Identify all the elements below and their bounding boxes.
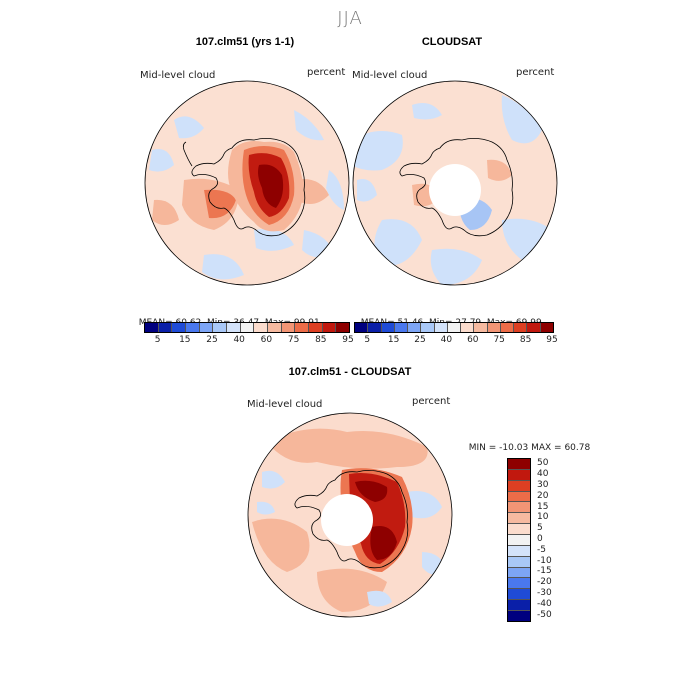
obs-colorbar-tick-label: 60 — [467, 335, 479, 345]
obs-colorbar-cell — [394, 323, 409, 332]
diff-colorbar-tick-label: -20 — [537, 577, 552, 588]
model-colorbar-cell — [172, 323, 187, 332]
diff-colorbar-cell — [508, 480, 530, 492]
obs-colorbar-tick-label: 40 — [440, 335, 453, 345]
model-panel-title: 107.clm51 (yrs 1-1) — [195, 36, 295, 48]
diff-colorbar-cell — [508, 600, 530, 612]
diff-colorbar-tick-label: -15 — [537, 566, 552, 577]
obs-polar-map — [352, 80, 558, 286]
obs-colorbar-cell — [408, 323, 422, 332]
obs-units-label: percent — [516, 67, 555, 78]
model-colorbar-cell — [322, 323, 337, 332]
diff-colorbar-tick-label: 50 — [537, 458, 549, 469]
obs-colorbar-tick-label: 15 — [387, 335, 400, 345]
season-title: JJA — [337, 8, 363, 29]
model-colorbar-cell — [281, 323, 296, 332]
model-colorbar-tick-label: 15 — [179, 335, 191, 345]
obs-colorbar-ticks: 5 15 25 40 60 75 85 95 — [354, 335, 557, 347]
obs-colorbar — [354, 322, 554, 333]
diff-colorbar-tick-label: 5 — [537, 523, 543, 534]
obs-colorbar-tick-label: 95 — [546, 335, 558, 345]
diff-colorbar-tick-label: -40 — [537, 598, 552, 609]
obs-colorbar-cell — [487, 323, 501, 332]
diff-colorbar-tick-label: -5 — [537, 544, 546, 555]
diff-colorbar-ticks: 50 40 30 20 15 10 5 0 -5 -10 -15 -20 -30 -40 -50 — [537, 458, 577, 620]
obs-colorbar-cell — [447, 323, 462, 332]
model-polar-map — [144, 80, 350, 286]
diff-colorbar-cell — [508, 535, 530, 546]
model-colorbar-tick-label: 75 — [287, 335, 300, 345]
obs-colorbar-cell — [514, 323, 528, 332]
model-colorbar-tick-label: 40 — [233, 335, 245, 345]
diff-colorbar-cell — [508, 545, 530, 557]
diff-colorbar-tick-label: 20 — [537, 490, 549, 501]
diff-colorbar-tick-label: -10 — [537, 555, 552, 566]
model-colorbar — [144, 322, 350, 333]
diff-colorbar-cell — [508, 524, 530, 536]
obs-variable-label: Mid-level cloud — [352, 70, 428, 81]
diff-colorbar-cell — [508, 469, 530, 481]
model-colorbar-tick-label: 95 — [342, 335, 354, 345]
obs-colorbar-cell — [421, 323, 435, 332]
obs-colorbar-tick-label: 75 — [493, 335, 505, 345]
diff-colorbar-cell — [508, 578, 530, 590]
diff-colorbar-cell — [508, 459, 530, 470]
model-colorbar-cell — [254, 323, 269, 332]
diff-max-value: 60.78 — [564, 443, 591, 453]
diff-colorbar-tick-label: 15 — [537, 501, 549, 512]
model-colorbar-cell — [309, 323, 323, 332]
diff-colorbar-tick-label: -50 — [537, 609, 552, 620]
diff-variable-label: Mid-level cloud — [247, 399, 323, 410]
diff-colorbar-tick-label: 0 — [537, 534, 543, 544]
obs-colorbar-tick-label: 85 — [519, 335, 532, 345]
diff-colorbar — [507, 458, 531, 622]
diff-colorbar-tick-label: 30 — [537, 480, 549, 490]
diff-colorbar-cell — [508, 611, 530, 621]
model-colorbar-cell — [336, 323, 350, 332]
model-colorbar-cell — [186, 323, 200, 332]
model-colorbar-tick-label: 60 — [260, 335, 273, 345]
model-colorbar-ticks: 5 15 25 40 60 75 85 95 — [144, 335, 354, 347]
diff-colorbar-cell — [508, 502, 530, 514]
model-colorbar-cell — [158, 323, 173, 332]
model-colorbar-cell — [145, 323, 159, 332]
diff-colorbar-tick-label: -30 — [537, 588, 552, 598]
diff-colorbar-cell — [508, 513, 530, 525]
obs-colorbar-cell — [381, 323, 395, 332]
diff-min-prefix: MIN = — [468, 443, 497, 453]
diff-units-label: percent — [412, 396, 451, 407]
model-colorbar-cell — [199, 323, 214, 332]
diff-colorbar-cell — [508, 491, 530, 503]
obs-panel-title: CLOUDSAT — [421, 36, 483, 48]
obs-colorbar-cell — [355, 323, 369, 332]
obs-colorbar-tick-label: 25 — [414, 335, 426, 345]
diff-colorbar-cell — [508, 567, 530, 579]
diff-panel-title: 107.clm51 - CLOUDSAT — [288, 366, 412, 378]
obs-colorbar-cell — [474, 323, 488, 332]
obs-colorbar-cell — [527, 323, 541, 332]
obs-colorbar-cell — [500, 323, 515, 332]
obs-colorbar-cell — [540, 323, 553, 332]
model-colorbar-cell — [227, 323, 241, 332]
model-colorbar-cell — [240, 323, 255, 332]
diff-colorbar-tick-label: 10 — [537, 512, 549, 523]
model-variable-label: Mid-level cloud — [140, 70, 216, 81]
model-colorbar-tick-label: 25 — [206, 335, 218, 345]
model-units-label: percent — [307, 67, 346, 78]
diff-polar-map — [247, 412, 453, 618]
diff-colorbar-cell — [508, 556, 530, 568]
obs-colorbar-cell — [368, 323, 382, 332]
diff-min-value: -10.03 — [499, 443, 529, 453]
obs-colorbar-cell — [461, 323, 475, 332]
model-colorbar-tick-label: 85 — [315, 335, 327, 345]
diff-colorbar-tick-label: 40 — [537, 469, 549, 480]
diff-colorbar-cell — [508, 589, 530, 601]
diff-max-prefix: MAX = — [531, 443, 562, 453]
model-colorbar-cell — [295, 323, 310, 332]
obs-colorbar-tick-label: 5 — [364, 335, 371, 345]
model-colorbar-cell — [213, 323, 228, 332]
model-colorbar-tick-label: 5 — [154, 335, 161, 345]
model-colorbar-cell — [268, 323, 282, 332]
obs-colorbar-cell — [434, 323, 448, 332]
